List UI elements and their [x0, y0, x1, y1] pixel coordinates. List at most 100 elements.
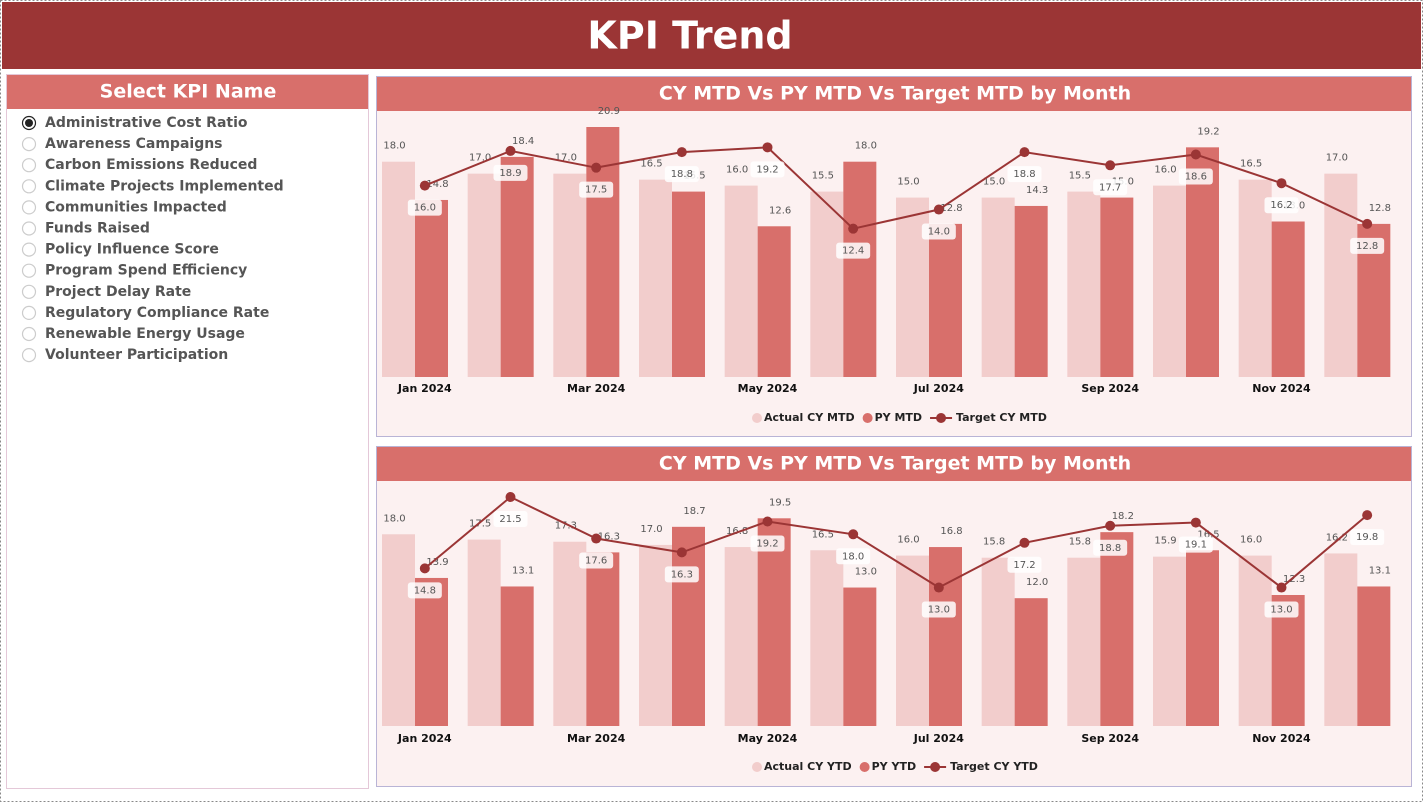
- bar: [1186, 147, 1219, 377]
- data-label: 16.2: [1270, 200, 1292, 211]
- bar: [981, 197, 1015, 377]
- data-label: 14.3: [1026, 185, 1048, 196]
- slicer-item[interactable]: Funds Raised: [45, 221, 150, 237]
- data-label: 13.1: [512, 565, 534, 576]
- slicer-header: [7, 75, 368, 109]
- radio-button[interactable]: [21, 263, 37, 278]
- bar: [757, 226, 791, 377]
- bar: [500, 586, 534, 726]
- line: [424, 495, 1368, 589]
- bar: [724, 185, 758, 377]
- label-box: [493, 511, 528, 527]
- data-label: 13.0: [928, 605, 950, 616]
- line-point: [1019, 147, 1030, 158]
- line-point: [1019, 537, 1030, 548]
- line-point: [419, 563, 430, 574]
- chart-title: CY MTD Vs PY MTD Vs Target MTD by Month: [659, 453, 1131, 475]
- label-box: [407, 199, 442, 216]
- x-tick-label: Nov 2024: [1252, 732, 1311, 745]
- line-point: [1190, 149, 1201, 160]
- line-point: [1362, 510, 1373, 521]
- line-point: [676, 547, 687, 558]
- legend-marker: [862, 413, 873, 423]
- slicer-item[interactable]: Volunteer Participation: [45, 347, 228, 363]
- data-label: 19.2: [756, 164, 778, 175]
- data-label: 15.5: [812, 171, 834, 182]
- radio-button[interactable]: [21, 137, 37, 152]
- legend-label[interactable]: PY YTD: [872, 760, 916, 773]
- slicer-item[interactable]: Communities Impacted: [45, 199, 227, 215]
- label-box: [1093, 179, 1128, 196]
- data-label: 19.2: [756, 538, 778, 549]
- header-bar: [2, 2, 1421, 69]
- label-box: [579, 181, 614, 198]
- data-label: 14.0: [928, 227, 950, 238]
- slicer-item[interactable]: Climate Projects Implemented: [45, 178, 284, 194]
- x-tick-label: Jul 2024: [913, 732, 964, 745]
- legend-label[interactable]: Target CY YTD: [950, 760, 1038, 773]
- data-label: 12.8: [1369, 203, 1391, 214]
- legend-marker: [936, 413, 947, 423]
- bar: [553, 173, 587, 377]
- bar: [1014, 598, 1048, 726]
- line-point: [676, 147, 687, 158]
- radio-button[interactable]: [21, 348, 37, 363]
- legend-label[interactable]: Target CY MTD: [956, 411, 1047, 424]
- slicer-item[interactable]: Carbon Emissions Reduced: [45, 157, 257, 173]
- data-label: 12.0: [1026, 577, 1048, 588]
- data-label: 19.2: [1197, 126, 1219, 137]
- data-label: 19.1: [1185, 540, 1207, 551]
- radio-button[interactable]: [21, 326, 37, 342]
- label-box: [493, 164, 528, 181]
- line-point: [505, 145, 516, 156]
- data-label: 18.7: [683, 506, 705, 517]
- legend-label[interactable]: PY MTD: [875, 411, 922, 424]
- bar: [810, 191, 844, 377]
- data-label: 18.9: [499, 168, 521, 179]
- bar: [382, 534, 415, 726]
- label-box: [836, 548, 871, 565]
- data-label: 15.9: [1154, 536, 1176, 547]
- bar: [586, 552, 620, 726]
- chart-title: CY MTD Vs PY MTD Vs Target MTD by Month: [659, 83, 1131, 105]
- slicer-item[interactable]: Renewable Energy Usage: [45, 326, 245, 342]
- slicer-item[interactable]: Program Spend Efficiency: [45, 263, 247, 279]
- line-point: [1362, 218, 1373, 229]
- bar: [1067, 191, 1101, 377]
- data-label: 19.8: [1356, 532, 1378, 543]
- radio-button[interactable]: [21, 242, 37, 257]
- radio-button[interactable]: [21, 179, 37, 194]
- radio-button[interactable]: [21, 305, 37, 320]
- chart-title-bar: [377, 447, 1411, 481]
- bar: [1067, 557, 1101, 726]
- data-label: 16.0: [414, 203, 436, 214]
- bar: [639, 179, 672, 377]
- slicer-item[interactable]: Project Delay Rate: [45, 284, 191, 300]
- radio-button[interactable]: [21, 221, 37, 236]
- data-label: 16.0: [726, 165, 748, 176]
- slicer-item[interactable]: Awareness Campaigns: [45, 136, 223, 152]
- legend-label[interactable]: Actual CY MTD: [764, 411, 855, 424]
- radio-dot: [25, 119, 33, 127]
- label-box: [1350, 237, 1385, 254]
- x-tick-label: Nov 2024: [1252, 382, 1311, 395]
- data-label: 17.0: [1326, 153, 1348, 164]
- radio-button[interactable]: [21, 284, 37, 299]
- bar: [724, 547, 758, 726]
- radio-button[interactable]: [21, 158, 37, 173]
- data-label: 20.9: [598, 106, 620, 117]
- bar: [500, 156, 534, 377]
- legend-label[interactable]: Actual CY YTD: [764, 760, 852, 773]
- line-point: [1276, 582, 1287, 593]
- data-label: 15.0: [983, 177, 1005, 188]
- label-box: [921, 223, 956, 240]
- label-box: [750, 535, 785, 552]
- data-label: 16.8: [940, 526, 962, 537]
- slicer-item[interactable]: Regulatory Compliance Rate: [45, 305, 269, 321]
- data-label: 14.8: [426, 179, 448, 190]
- radio-button[interactable]: [21, 200, 37, 215]
- slicer-item[interactable]: Policy Influence Score: [45, 242, 219, 258]
- slicer-item[interactable]: Administrative Cost Ratio: [45, 115, 248, 131]
- chart-title-bar: [377, 77, 1411, 111]
